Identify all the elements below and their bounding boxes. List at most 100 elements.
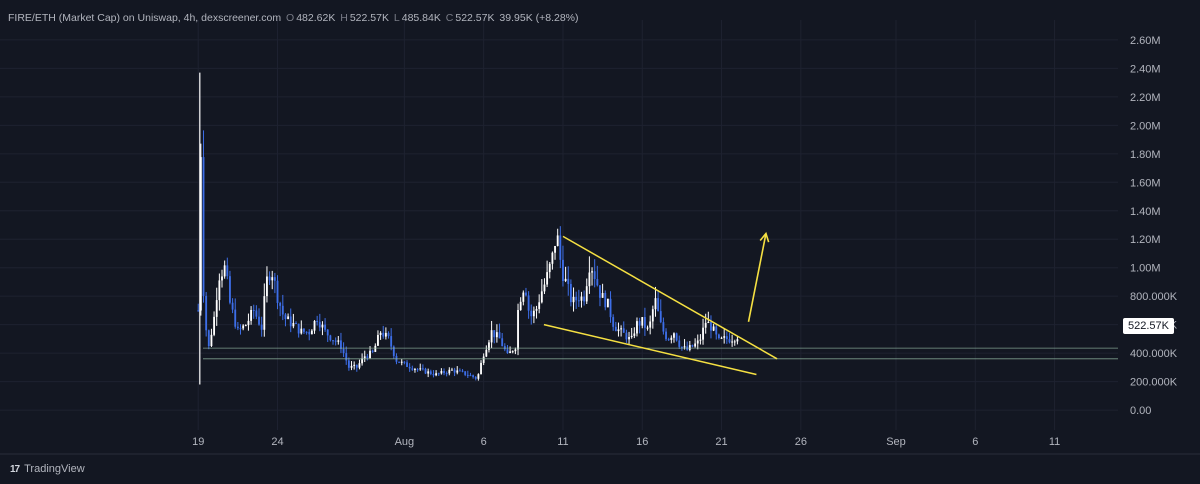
candle-body [720,337,723,339]
candle-body [630,335,633,338]
candle-body [324,324,327,330]
close-key: C [445,12,454,24]
candle-body [591,271,593,273]
candle-body [202,157,205,296]
candle-body [266,276,268,297]
candle-body [490,330,493,343]
candle-body [694,343,697,347]
candle-body [350,365,353,368]
candle-body [678,340,681,347]
candle-body [609,298,612,318]
candle-body [387,332,390,337]
x-tick-label: 19 [192,436,204,448]
candle-body [464,371,467,375]
low-value: 485.84K [401,12,441,24]
y-tick-label: 2.00M [1130,120,1161,132]
candle-body [480,362,482,375]
candle-body [654,298,657,310]
candle-body [384,332,387,337]
candle-body [326,329,329,336]
candle-body [628,337,630,340]
candle-body [662,322,665,332]
y-tick-label: 1.60M [1130,177,1161,189]
candle-body [596,279,599,286]
change-value: 39.95K (+8.28%) [499,12,579,24]
candle-body [371,350,374,352]
candle-body [562,259,564,281]
candle-body [641,317,644,326]
candle-body [332,340,334,342]
x-tick-label: 24 [271,436,283,448]
candle-body [448,369,451,374]
candle-body [506,349,509,354]
candle-body [432,374,435,376]
candle-body [612,317,615,327]
candle-body [223,265,226,277]
candle-body [691,345,694,347]
candle-body [625,332,628,340]
candle-body [651,309,654,322]
candle-body [710,322,712,331]
tradingview-brand[interactable]: 17 TradingView [10,463,85,475]
candle-body [680,346,683,348]
candle-body [704,322,707,328]
candle-body [390,336,393,347]
close-value: 522.57K [455,12,495,24]
candle-body [310,330,313,335]
last-price-tag: 522.57K [1123,318,1174,334]
candle-body [606,298,609,308]
y-tick-label: 1.40M [1130,206,1161,218]
candle-body [548,263,551,273]
candle-body [466,374,469,376]
candle-body [255,310,258,317]
y-tick-label: 2.40M [1130,63,1161,75]
candle-body [731,341,734,343]
candle-body [218,280,221,301]
candle-body [411,368,414,370]
candle-body [702,327,704,340]
candle-body [392,346,395,356]
candle-body [379,332,382,335]
y-tick-label: 1.80M [1130,149,1161,161]
candle-body [374,345,377,352]
candle-body [313,320,316,331]
candle-body [577,300,580,302]
candle-body [622,328,625,333]
candle-body [564,278,567,281]
candle-body [408,366,411,369]
y-tick-label: 2.60M [1130,35,1161,47]
candle-body [728,339,731,343]
candle-body [215,300,218,317]
candle-body [580,296,583,301]
candle-body [633,333,636,336]
candle-body [585,286,588,302]
candle-body [717,334,720,339]
candle-body [509,351,512,354]
high-key: H [340,12,348,24]
candle-body [514,349,517,352]
candle-body [554,245,556,253]
candle-body [575,296,578,301]
candle-body [358,363,361,368]
candle-body [366,356,369,358]
candle-body [400,361,403,363]
candle-body [659,311,662,323]
candle-body [572,296,575,303]
breakout-arrow-shaft [747,233,767,322]
candle-body [569,283,572,303]
candle-body [250,309,253,321]
candle-body [458,370,461,372]
candle-body [295,323,297,325]
candle-body [252,309,255,311]
candle-body [543,284,546,292]
open-value: 482.62K [296,12,336,24]
candle-body [485,349,488,357]
tradingview-logo-icon: 17 [10,463,20,475]
candle-body [675,333,678,341]
candle-body [688,345,691,350]
candle-body [723,336,726,338]
candle-body [403,361,406,363]
candle-body [477,374,480,379]
candle-body [707,322,710,324]
